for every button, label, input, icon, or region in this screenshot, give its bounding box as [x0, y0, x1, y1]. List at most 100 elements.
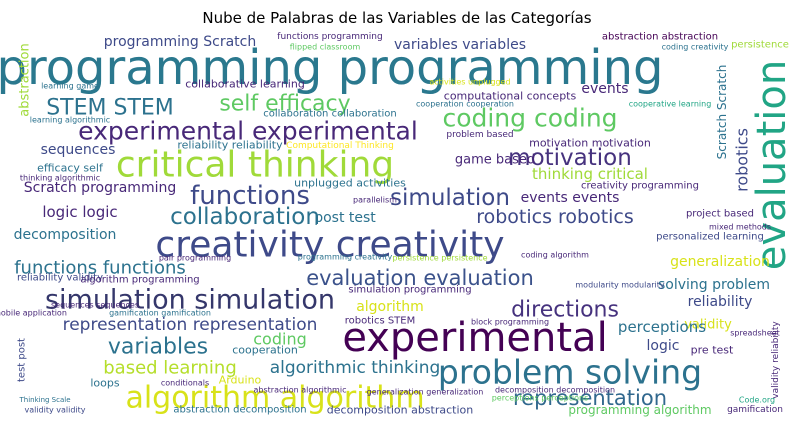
- word: simulation: [390, 185, 510, 211]
- word: abstraction decomposition: [173, 405, 306, 416]
- word: experimental experimental: [78, 117, 418, 146]
- word: Scratch Scratch: [715, 65, 729, 160]
- word: abstraction algorithmic: [254, 386, 347, 395]
- word: cooperative learning: [629, 100, 712, 109]
- word: simulation simulation: [45, 285, 335, 316]
- word: simulation programming: [348, 285, 471, 296]
- word: validity reliability: [771, 321, 781, 399]
- word: mixed methods: [709, 223, 771, 232]
- word: functions: [190, 181, 310, 211]
- word: perceptions: [618, 318, 706, 336]
- word: collaboration: [170, 204, 320, 230]
- word: decomposition: [14, 227, 117, 243]
- word: coding creativity: [662, 43, 729, 52]
- word: validity validity: [24, 406, 85, 415]
- word: persistence: [731, 40, 789, 51]
- word: robotics STEM: [345, 316, 415, 327]
- word: coding algorithm: [521, 251, 589, 260]
- word: algorithmic thinking: [270, 358, 441, 378]
- word: collaboration collaboration: [263, 109, 397, 120]
- word: reliability: [688, 294, 753, 310]
- word: logic: [647, 338, 680, 354]
- word: representation representation: [63, 315, 318, 335]
- word: robotics robotics: [476, 206, 634, 228]
- word: block programming: [471, 318, 549, 327]
- word: evaluation evaluation: [306, 266, 534, 290]
- word: efficacy self: [37, 162, 104, 175]
- word: Scratch programming: [24, 180, 176, 196]
- word: pair programming: [159, 254, 231, 263]
- word: modularity modularity: [575, 281, 664, 290]
- word: abstraction abstraction: [602, 32, 718, 43]
- word: pre test: [691, 344, 734, 357]
- word: mobile application: [0, 309, 67, 318]
- word: programming Scratch: [104, 34, 256, 50]
- word: generalization: [670, 254, 770, 270]
- word: loops: [90, 377, 119, 390]
- word: algorithm programming: [80, 275, 199, 286]
- word: robotics: [733, 128, 752, 192]
- word: generalization generalization: [367, 388, 484, 397]
- word: learning game: [41, 82, 99, 91]
- word: problem solving: [438, 353, 702, 392]
- word: sequences sequences: [51, 301, 139, 310]
- word: STEM STEM: [46, 96, 174, 121]
- word: solving problem: [658, 277, 770, 293]
- word: events: [581, 81, 628, 97]
- word: cooperation cooperation: [416, 100, 514, 109]
- word: gamification gamification: [109, 309, 211, 318]
- word: reliability validity: [17, 273, 103, 284]
- word: validity: [684, 318, 732, 333]
- word: Thinking Scale: [18, 396, 70, 404]
- word: parallelism: [353, 196, 397, 205]
- word: decomposition abstraction: [327, 404, 473, 417]
- word: conditionals: [161, 379, 209, 388]
- word: cooperation: [232, 344, 298, 357]
- word: programming programming: [0, 40, 664, 96]
- word: Arduino: [219, 374, 262, 387]
- word: programming creativity: [298, 253, 393, 262]
- word: abstraction: [18, 43, 33, 116]
- word: motivation motivation: [529, 137, 651, 150]
- word: logic logic: [42, 203, 117, 221]
- word: Computational Thinking: [286, 141, 394, 151]
- word: perceptions perceptions: [492, 394, 589, 403]
- word: directions: [511, 298, 619, 323]
- word: events events: [521, 190, 620, 206]
- word: coding: [253, 330, 306, 349]
- word: thinking critical: [532, 165, 648, 183]
- word: creativity creativity: [155, 225, 504, 266]
- word: creativity programming: [581, 181, 699, 192]
- word: problem based: [446, 130, 513, 140]
- word: persistence persistence: [392, 254, 487, 263]
- word: thinking algorithmic: [20, 174, 100, 183]
- word: algorithm algorithm: [125, 381, 424, 416]
- word: coding coding: [442, 104, 617, 133]
- word: based learning: [103, 358, 237, 379]
- word: experimental: [342, 315, 607, 361]
- word: computational concepts: [444, 90, 577, 103]
- word: game based: [455, 153, 535, 168]
- word: functions functions: [14, 258, 186, 279]
- word: test post: [17, 338, 28, 382]
- word: project based: [686, 209, 754, 220]
- word: self efficacy: [219, 92, 350, 117]
- word: Code.org: [739, 396, 775, 405]
- word: flipped classroom: [290, 43, 361, 52]
- chart-title: Nube de Palabras de las Variables de las…: [202, 9, 591, 27]
- word: reliability reliability: [177, 139, 283, 152]
- word: gamification: [727, 405, 783, 415]
- word: collaborative learning: [185, 78, 305, 91]
- word: spreadsheet: [730, 329, 779, 338]
- word: unplugged activities: [294, 177, 406, 190]
- word: decomposition decomposition: [495, 386, 615, 395]
- word: representation: [513, 386, 667, 410]
- word: functions programming: [277, 32, 382, 42]
- word: personalized learning: [656, 232, 764, 243]
- word: critical thinking: [116, 145, 394, 186]
- word: algorithm: [356, 299, 424, 315]
- word: programming algorithm: [568, 403, 711, 417]
- word: sequences: [41, 142, 116, 158]
- word: post test: [314, 210, 376, 226]
